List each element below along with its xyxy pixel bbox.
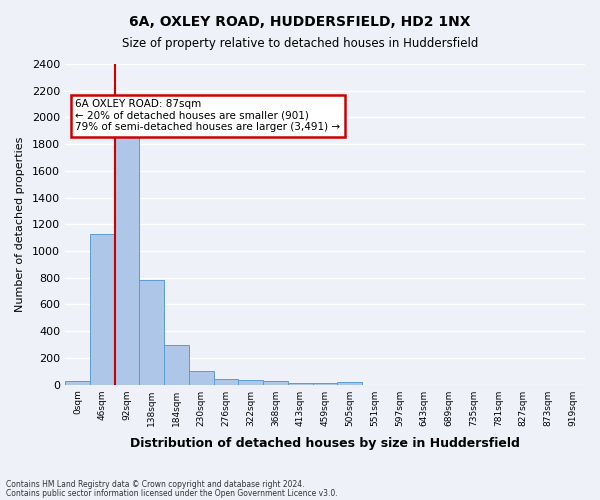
Bar — [139, 280, 164, 384]
Text: 6A, OXLEY ROAD, HUDDERSFIELD, HD2 1NX: 6A, OXLEY ROAD, HUDDERSFIELD, HD2 1NX — [129, 15, 471, 29]
Bar — [214, 378, 238, 384]
Bar — [164, 344, 189, 385]
Bar — [189, 372, 214, 384]
X-axis label: Distribution of detached houses by size in Huddersfield: Distribution of detached houses by size … — [130, 437, 520, 450]
Bar — [65, 380, 90, 384]
Text: 6A OXLEY ROAD: 87sqm
← 20% of detached houses are smaller (901)
79% of semi-deta: 6A OXLEY ROAD: 87sqm ← 20% of detached h… — [76, 100, 341, 132]
Bar — [115, 122, 139, 384]
Y-axis label: Number of detached properties: Number of detached properties — [15, 136, 25, 312]
Bar — [263, 382, 288, 384]
Text: Contains public sector information licensed under the Open Government Licence v3: Contains public sector information licen… — [6, 488, 338, 498]
Bar — [238, 380, 263, 384]
Bar — [90, 234, 115, 384]
Text: Size of property relative to detached houses in Huddersfield: Size of property relative to detached ho… — [122, 38, 478, 51]
Bar — [337, 382, 362, 384]
Bar — [288, 382, 313, 384]
Text: Contains HM Land Registry data © Crown copyright and database right 2024.: Contains HM Land Registry data © Crown c… — [6, 480, 305, 489]
